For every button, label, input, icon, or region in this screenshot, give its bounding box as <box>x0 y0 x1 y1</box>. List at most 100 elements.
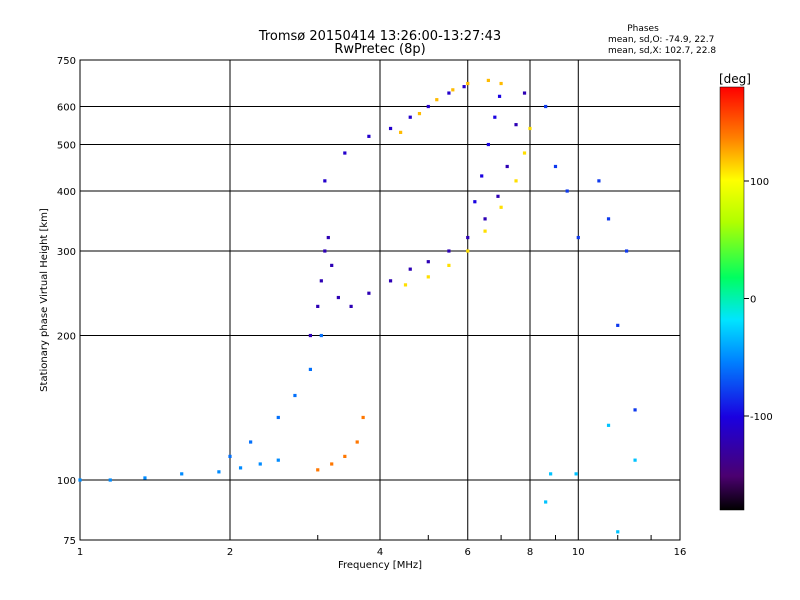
data-point <box>326 235 330 240</box>
data-point <box>349 304 353 309</box>
y-axis-label: Stationary phase Virtual Height [km] <box>39 208 50 392</box>
y-tick-labels: 75 100 200 300 400 500 600 750 <box>57 56 76 547</box>
data-point <box>483 217 487 221</box>
grid-lines <box>79 59 681 541</box>
chart-subtitle: RwPretec (8p) <box>334 42 425 57</box>
data-point <box>480 174 484 178</box>
data-point <box>361 415 365 420</box>
data-point <box>565 189 569 193</box>
data-point <box>403 283 408 287</box>
data-point <box>473 200 477 204</box>
data-point <box>499 81 503 86</box>
data-point <box>624 249 629 253</box>
data-point <box>606 217 611 221</box>
data-point <box>466 249 470 253</box>
data-point <box>576 235 580 240</box>
data-point <box>486 78 490 83</box>
data-point <box>597 179 601 183</box>
data-point <box>316 304 320 309</box>
data-point <box>258 462 262 466</box>
data-point <box>238 466 243 470</box>
data-point <box>522 91 527 95</box>
data-point <box>496 194 500 198</box>
x-tick-label: 4 <box>377 547 383 558</box>
data-point <box>544 500 548 504</box>
data-point <box>330 462 334 466</box>
data-point <box>319 333 323 338</box>
data-point <box>462 85 466 89</box>
data-point <box>606 423 611 427</box>
data-point <box>514 179 518 183</box>
y-tick-label: 750 <box>57 56 76 67</box>
y-tick-label: 100 <box>57 476 76 487</box>
data-point <box>323 179 327 183</box>
y-tick-label: 600 <box>57 103 76 114</box>
data-point <box>514 123 518 127</box>
data-points <box>78 78 637 534</box>
x-tick-label: 8 <box>527 547 533 558</box>
data-point <box>483 229 487 233</box>
x-axis-label: Frequency [MHz] <box>338 560 422 571</box>
colorbar-tick-label: -100 <box>750 412 773 423</box>
data-point <box>493 115 497 119</box>
data-point <box>408 267 412 271</box>
data-point <box>399 130 403 134</box>
data-point <box>336 295 340 300</box>
data-point <box>228 454 232 459</box>
x-tick-label: 2 <box>227 547 233 558</box>
data-point <box>367 291 371 295</box>
data-point <box>408 115 412 119</box>
y-tick-label: 75 <box>63 536 76 547</box>
colorbar <box>719 86 745 511</box>
data-point <box>466 235 470 240</box>
x-tick-labels: 1 2 4 6 8 10 16 <box>77 547 687 558</box>
data-point <box>217 470 221 474</box>
data-point <box>343 151 347 155</box>
data-point <box>330 263 334 267</box>
data-point <box>343 454 347 459</box>
colorbar-ticks: 100 0 -100 <box>744 177 773 423</box>
data-point <box>451 88 455 92</box>
data-point <box>574 472 578 476</box>
data-point <box>466 81 470 86</box>
data-point <box>293 393 297 398</box>
data-point <box>447 249 451 253</box>
data-point <box>447 91 451 95</box>
data-point <box>367 134 371 138</box>
data-point <box>388 126 393 131</box>
data-point <box>633 458 637 462</box>
data-point <box>308 367 313 372</box>
data-point <box>108 478 112 482</box>
colorbar-tick-label: 0 <box>750 295 756 306</box>
chart-title: Tromsø 20150414 13:26:00-13:27:43 <box>258 29 501 44</box>
data-point <box>308 333 313 338</box>
data-point <box>447 263 451 267</box>
colorbar-tick-label: 100 <box>750 177 769 188</box>
data-point <box>249 440 253 444</box>
phase-stats-o: mean, sd,O: -74.9, 22.7 <box>608 35 714 45</box>
data-point <box>486 142 490 147</box>
data-point <box>143 476 147 480</box>
x-tick-label: 6 <box>465 547 471 558</box>
data-point <box>276 415 280 420</box>
phase-header: Phases <box>627 24 659 34</box>
data-point <box>78 478 82 482</box>
data-point <box>616 530 620 534</box>
y-tick-label: 400 <box>57 187 76 198</box>
data-point <box>553 164 558 169</box>
data-point <box>426 275 430 279</box>
data-point <box>549 472 553 476</box>
data-point <box>426 260 430 264</box>
data-point <box>276 458 280 462</box>
data-point <box>505 164 509 169</box>
colorbar-label: [deg] <box>719 72 751 86</box>
data-point <box>319 279 323 283</box>
y-tick-label: 300 <box>57 247 76 258</box>
data-point <box>426 104 430 109</box>
data-point <box>528 126 532 131</box>
x-tick-label: 10 <box>572 547 585 558</box>
data-point <box>497 94 502 98</box>
x-tick-label: 16 <box>674 547 687 558</box>
data-point <box>388 279 393 283</box>
